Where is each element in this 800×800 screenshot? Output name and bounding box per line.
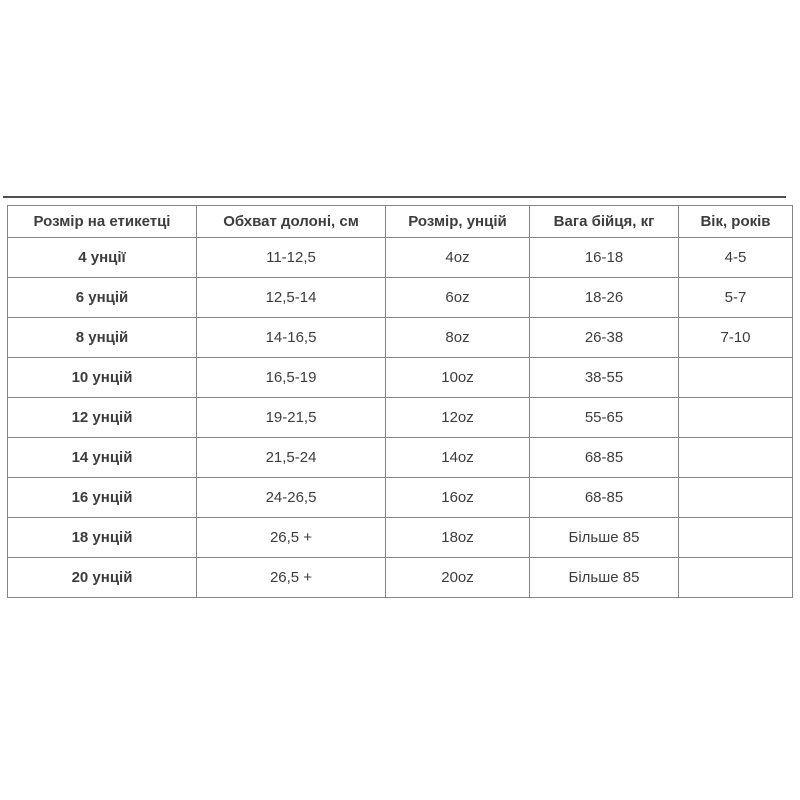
table-cell: 12,5-14 [196,277,386,318]
table-cell: 14oz [385,437,530,478]
row-label-cell: 8 унцій [7,317,197,358]
table-cell: 7-10 [678,317,793,358]
table-cell: 19-21,5 [196,397,386,438]
row-label-cell: 18 унцій [7,517,197,558]
table-cell: 4-5 [678,237,793,278]
row-label-cell: 16 унцій [7,477,197,518]
table-row: 14 унцій 21,5-24 14oz 68-85 [7,437,793,478]
table-cell [678,557,793,598]
table-cell: Більше 85 [529,517,679,558]
table-cell: 11-12,5 [196,237,386,278]
table-cell: 26,5 + [196,517,386,558]
row-label-cell: 10 унцій [7,357,197,398]
table-row: 4 унції 11-12,5 4oz 16-18 4-5 [7,237,793,278]
table-cell: 26,5 + [196,557,386,598]
table-row: 6 унцій 12,5-14 6oz 18-26 5-7 [7,277,793,318]
table-cell [678,357,793,398]
table-row: 12 унцій 19-21,5 12oz 55-65 [7,397,793,438]
row-label-cell: 12 унцій [7,397,197,438]
table-cell: 6oz [385,277,530,318]
column-header-age: Вік, років [678,205,793,238]
table-cell: 68-85 [529,477,679,518]
table-cell: 10oz [385,357,530,398]
table-row: 16 унцій 24-26,5 16oz 68-85 [7,477,793,518]
table-cell: 5-7 [678,277,793,318]
table-cell [678,477,793,518]
table-cell: 12oz [385,397,530,438]
table-cell: 16,5-19 [196,357,386,398]
table-cell: 8oz [385,317,530,358]
table-cell: 24-26,5 [196,477,386,518]
table-cell: 21,5-24 [196,437,386,478]
top-divider [3,196,786,198]
table-cell: 18oz [385,517,530,558]
column-header-palm-girth: Обхват долоні, см [196,205,386,238]
table-header-row: Розмір на етикетці Обхват долоні, см Роз… [7,205,793,238]
row-label-cell: 6 унцій [7,277,197,318]
table-cell: 26-38 [529,317,679,358]
table-cell: 18-26 [529,277,679,318]
table-cell [678,397,793,438]
table-cell: Більше 85 [529,557,679,598]
column-header-label-size: Розмір на етикетці [7,205,197,238]
table-body: 4 унції 11-12,5 4oz 16-18 4-5 6 унцій 12,5-14 6… [7,237,793,598]
column-header-fighter-weight: Вага бійця, кг [529,205,679,238]
row-label-cell: 20 унцій [7,557,197,598]
table-cell: 4oz [385,237,530,278]
row-label-cell: 14 унцій [7,437,197,478]
table-cell [678,517,793,558]
table-row: 8 унцій 14-16,5 8oz 26-38 7-10 [7,317,793,358]
column-header-size-oz: Розмір, унцій [385,205,530,238]
table-row: 18 унцій 26,5 +18oz Більше 85 [7,517,793,558]
table-row: 20 унцій 26,5 +20oz Більше 85 [7,557,793,598]
table-cell: 16-18 [529,237,679,278]
table-cell: 20oz [385,557,530,598]
table-cell: 38-55 [529,357,679,398]
table-cell [678,437,793,478]
table-cell: 68-85 [529,437,679,478]
table-cell: 14-16,5 [196,317,386,358]
table-cell: 55-65 [529,397,679,438]
table-cell: 16oz [385,477,530,518]
row-label-cell: 4 унції [7,237,197,278]
table-row: 10 унцій 16,5-19 10oz 38-55 [7,357,793,398]
glove-size-table: Розмір на етикетці Обхват долоні, см Роз… [7,205,793,598]
